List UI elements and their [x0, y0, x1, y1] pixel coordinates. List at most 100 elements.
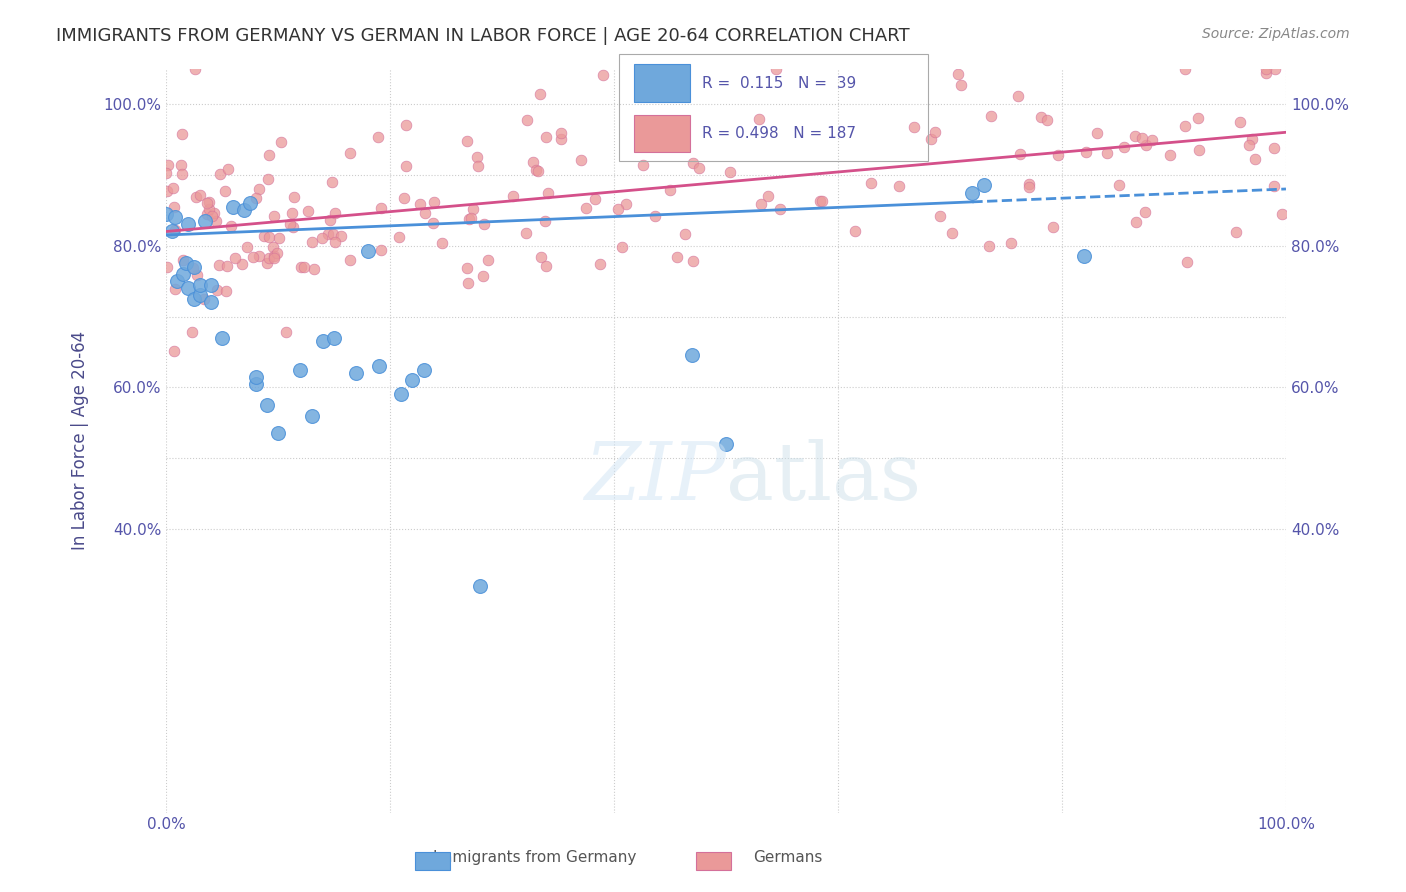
- Point: [270, 135, 292, 149]
- Point: [184, 62, 207, 76]
- Point: [1076, 145, 1098, 159]
- Point: [1263, 179, 1285, 194]
- Point: [163, 343, 186, 358]
- Point: [156, 184, 179, 198]
- Point: [1135, 138, 1157, 153]
- Point: [765, 62, 787, 76]
- Point: [768, 202, 790, 216]
- Point: [247, 248, 270, 262]
- Point: [1031, 111, 1053, 125]
- Point: [1270, 207, 1292, 221]
- Point: [1123, 129, 1146, 144]
- Point: [278, 217, 301, 231]
- Point: [318, 227, 340, 242]
- Point: [889, 178, 911, 193]
- Bar: [634, 114, 690, 152]
- Point: [1256, 62, 1278, 76]
- Point: [515, 227, 537, 241]
- Point: [534, 129, 557, 144]
- Point: [949, 78, 972, 93]
- Point: [903, 120, 925, 135]
- Point: [718, 165, 741, 179]
- Point: [527, 163, 550, 178]
- Point: [811, 194, 834, 208]
- Point: [339, 253, 361, 268]
- Point: [188, 277, 211, 292]
- Point: [172, 127, 194, 141]
- Point: [245, 191, 267, 205]
- Point: [1264, 62, 1286, 76]
- Point: [502, 189, 524, 203]
- Point: [198, 194, 221, 209]
- Point: [460, 211, 482, 225]
- Point: [245, 369, 267, 384]
- Text: R =  0.115   N =  39: R = 0.115 N = 39: [702, 76, 856, 91]
- Point: [758, 189, 780, 203]
- Point: [1047, 147, 1070, 161]
- Point: [301, 409, 323, 423]
- Point: [163, 223, 186, 237]
- Point: [259, 147, 281, 161]
- Point: [235, 240, 257, 254]
- Point: [207, 283, 229, 297]
- Point: [215, 284, 238, 298]
- Point: [323, 331, 346, 345]
- Point: [749, 196, 772, 211]
- Point: [682, 254, 704, 268]
- Point: [172, 267, 194, 281]
- Bar: [634, 64, 690, 102]
- Point: [973, 178, 995, 193]
- Point: [217, 259, 239, 273]
- Point: [344, 366, 367, 380]
- Point: [389, 387, 412, 401]
- Point: [948, 67, 970, 81]
- Point: [1188, 143, 1211, 157]
- Point: [208, 167, 231, 181]
- Point: [614, 197, 637, 211]
- Point: [1085, 126, 1108, 140]
- Point: [198, 202, 221, 217]
- Point: [606, 202, 628, 216]
- Point: [222, 200, 245, 214]
- Point: [457, 276, 479, 290]
- Point: [1237, 137, 1260, 152]
- Point: [524, 163, 547, 178]
- Point: [283, 219, 305, 234]
- Point: [748, 112, 770, 126]
- Point: [465, 150, 488, 164]
- Point: [155, 207, 177, 221]
- Point: [266, 246, 288, 260]
- Point: [321, 175, 343, 189]
- Point: [534, 259, 557, 273]
- Point: [301, 235, 323, 250]
- Text: atlas: atlas: [725, 439, 921, 516]
- Point: [370, 201, 392, 215]
- Point: [537, 186, 560, 200]
- Point: [589, 256, 612, 270]
- Point: [688, 161, 710, 175]
- Point: [267, 426, 290, 441]
- Point: [468, 579, 491, 593]
- Point: [183, 292, 205, 306]
- Point: [370, 243, 392, 257]
- Point: [160, 225, 183, 239]
- Point: [401, 373, 423, 387]
- Text: Germans: Germans: [752, 850, 823, 865]
- Point: [174, 256, 197, 270]
- Point: [673, 227, 696, 241]
- Point: [195, 195, 218, 210]
- Point: [253, 229, 276, 244]
- Point: [262, 240, 284, 254]
- Point: [941, 226, 963, 240]
- Point: [808, 194, 831, 208]
- Point: [256, 398, 278, 412]
- Point: [231, 257, 253, 271]
- Point: [516, 113, 538, 128]
- Point: [1073, 249, 1095, 263]
- Point: [394, 118, 416, 132]
- Point: [612, 240, 634, 254]
- Point: [1175, 255, 1198, 269]
- Point: [592, 68, 614, 82]
- Point: [193, 293, 215, 307]
- Point: [1174, 119, 1197, 133]
